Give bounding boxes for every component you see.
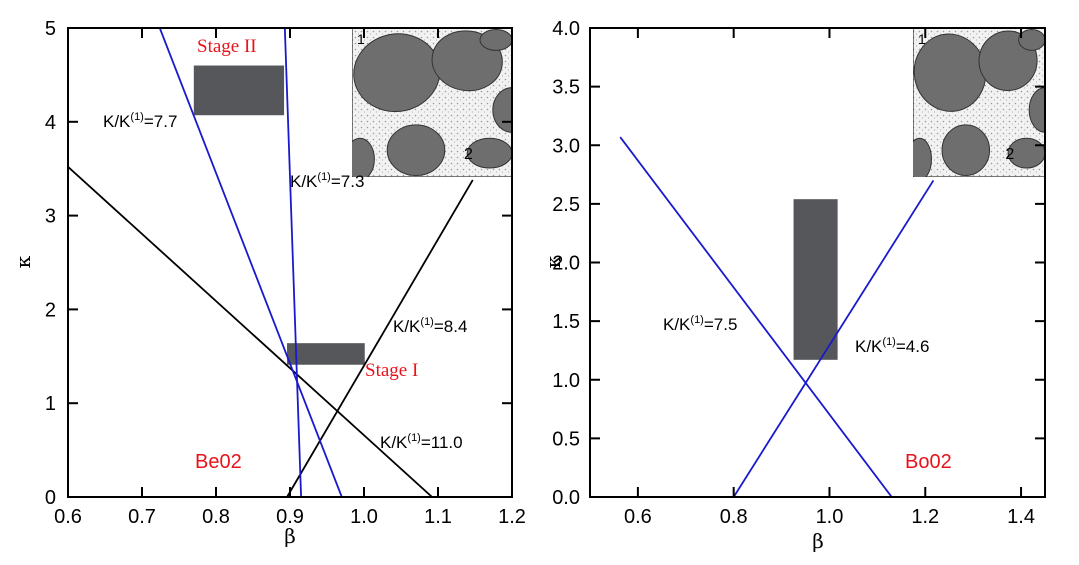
x-tick-label: 1.1	[424, 506, 452, 528]
x-tick-label: 0.9	[276, 506, 304, 528]
label-rest: =7.3	[331, 172, 365, 191]
grain	[386, 124, 446, 177]
line-label: K/K(1)=7.7	[103, 111, 177, 131]
region	[287, 343, 365, 365]
inset	[352, 28, 512, 177]
inset-label: 2	[464, 146, 473, 163]
x-tick-label: 1.0	[350, 506, 378, 528]
line-label: K/K(1)=7.5	[663, 314, 737, 334]
line-label: K/K(1)=7.3	[290, 171, 364, 191]
curve	[158, 28, 343, 497]
x-axis-label: β	[284, 524, 296, 548]
label-sup: (1)	[317, 171, 330, 183]
y-tick-label: 1.5	[552, 311, 580, 333]
inset-label: 1	[357, 31, 365, 47]
label-main: K/K	[393, 317, 421, 336]
y-tick-label: 5	[45, 18, 56, 40]
y-axis-label: κ	[541, 255, 565, 268]
grain	[941, 124, 991, 177]
y-tick-label: 3	[45, 206, 56, 228]
x-tick-label: 0.6	[54, 506, 82, 528]
y-tick-label: 0	[45, 487, 56, 509]
grain	[913, 137, 932, 177]
grain	[479, 28, 512, 51]
x-tick-label: 1.0	[816, 506, 844, 528]
y-tick-label: 3.0	[552, 135, 580, 157]
curve	[68, 166, 433, 497]
x-tick-label: 0.8	[202, 506, 230, 528]
label-sup: (1)	[130, 111, 143, 123]
y-tick-label: 0.5	[552, 428, 580, 450]
inset-label: 1	[918, 31, 926, 47]
panel: 1 2 0.6 0.8 1.0 1.2 1.4 0.0 0.5 1.0 1.5 2.0 2.5 3.0 3.…	[541, 18, 1046, 553]
label-sup: (1)	[882, 336, 895, 348]
y-tick-label: 1.0	[552, 370, 580, 392]
x-axis-label: β	[812, 529, 824, 553]
y-tick-label: 2.5	[552, 194, 580, 216]
label-sup: (1)	[407, 432, 420, 444]
y-tick-label: 4	[45, 112, 56, 134]
y-tick-label: 3.5	[552, 77, 580, 99]
x-tick-label: 0.6	[624, 506, 652, 528]
y-tick-label: 2	[45, 299, 56, 321]
curve	[619, 136, 893, 497]
grain	[1018, 28, 1045, 51]
annotation: Be02	[195, 451, 242, 473]
curve	[283, 28, 302, 497]
x-tick-label: 1.2	[498, 506, 526, 528]
label-main: K/K	[663, 315, 691, 334]
label-main: K/K	[290, 172, 318, 191]
grain	[1028, 87, 1045, 133]
label-rest: =4.6	[896, 337, 930, 356]
curve	[732, 179, 935, 497]
annotation: Bo02	[905, 451, 952, 473]
y-tick-label: 2.0	[552, 253, 580, 275]
y-tick-label: 4.0	[552, 18, 580, 40]
x-tick-label: 0.7	[128, 506, 156, 528]
label-main: K/K	[103, 112, 131, 131]
label-sup: (1)	[420, 316, 433, 328]
x-tick-label: 0.8	[720, 506, 748, 528]
annotation: Stage II	[197, 36, 257, 57]
y-tick-label: 0.0	[552, 487, 580, 509]
label-sup: (1)	[690, 314, 703, 326]
grain	[466, 137, 512, 169]
line-label: K/K(1)=4.6	[855, 336, 929, 356]
line-label: K/K(1)=11.0	[380, 432, 463, 452]
label-rest: =8.4	[434, 317, 468, 336]
grain	[352, 137, 375, 177]
inset	[913, 28, 1045, 177]
label-rest: =7.7	[144, 112, 178, 131]
inset-label: 2	[1005, 146, 1014, 163]
label-main: K/K	[855, 337, 883, 356]
label-main: K/K	[380, 433, 408, 452]
y-axis-label: κ	[11, 255, 35, 268]
y-tick-label: 1	[45, 393, 56, 415]
region	[793, 199, 838, 360]
x-tick-label: 1.2	[911, 506, 939, 528]
label-rest: =7.5	[704, 315, 738, 334]
panel: 120.6 0.7 0.8 0.9 1.0 1.1 1.2012345βκK/K(1)=7.…	[11, 18, 526, 548]
label-rest: =11.0	[421, 433, 463, 452]
curve	[286, 179, 474, 497]
annotation: Stage I	[365, 360, 418, 381]
x-tick-label: 1.4	[1007, 506, 1035, 528]
region	[193, 65, 285, 116]
line-label: K/K(1)=8.4	[393, 316, 467, 336]
